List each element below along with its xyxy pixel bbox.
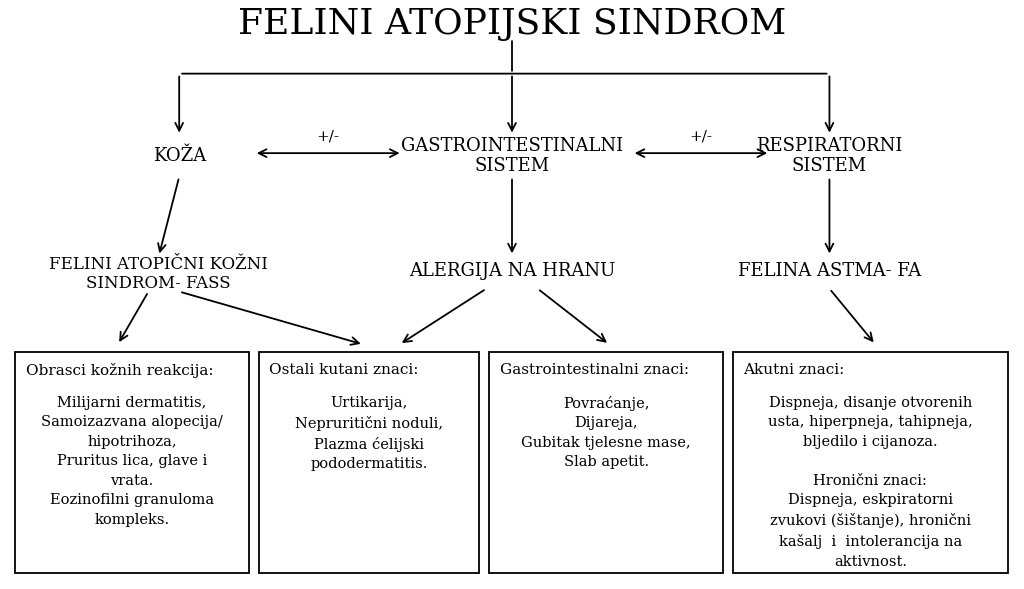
Text: ALERGIJA NA HRANU: ALERGIJA NA HRANU [409,262,615,280]
Text: FELINI ATOPIJSKI SINDROM: FELINI ATOPIJSKI SINDROM [238,6,786,41]
Text: Gastrointestinalni znaci:: Gastrointestinalni znaci: [500,363,689,378]
Text: +/-: +/- [316,129,339,143]
Text: FELINI ATOPIČNI KOŽNI
SINDROM- FASS: FELINI ATOPIČNI KOŽNI SINDROM- FASS [49,256,268,292]
Text: Akutni znaci:: Akutni znaci: [743,363,845,378]
FancyBboxPatch shape [489,352,723,573]
Text: Povraćanje,
Dijareja,
Gubitak tjelesne mase,
Slab apetit.: Povraćanje, Dijareja, Gubitak tjelesne m… [521,396,691,469]
Text: Milijarni dermatitis,
Samoizazvana alopecija/
hipotrihoza,
Pruritus lica, glave : Milijarni dermatitis, Samoizazvana alope… [41,396,223,527]
FancyBboxPatch shape [15,352,249,573]
Text: RESPIRATORNI
SISTEM: RESPIRATORNI SISTEM [757,137,902,176]
Text: FELINA ASTMA- FA: FELINA ASTMA- FA [738,262,921,280]
FancyBboxPatch shape [259,352,479,573]
FancyBboxPatch shape [733,352,1008,573]
Text: Dispneja, disanje otvorenih
usta, hiperpneja, tahipneja,
bljedilo i cijanoza.

H: Dispneja, disanje otvorenih usta, hiperp… [768,396,973,569]
Text: +/-: +/- [689,129,712,143]
Text: GASTROINTESTINALNI
SISTEM: GASTROINTESTINALNI SISTEM [401,137,623,176]
Text: Urtikarija,
Nepruritični noduli,
Plazma ćelijski
pododermatitis.: Urtikarija, Nepruritični noduli, Plazma … [295,396,443,471]
Text: Ostali kutani znaci:: Ostali kutani znaci: [269,363,419,378]
Text: KOŽA: KOŽA [153,147,206,165]
Text: Obrasci kožnih reakcija:: Obrasci kožnih reakcija: [26,363,213,378]
